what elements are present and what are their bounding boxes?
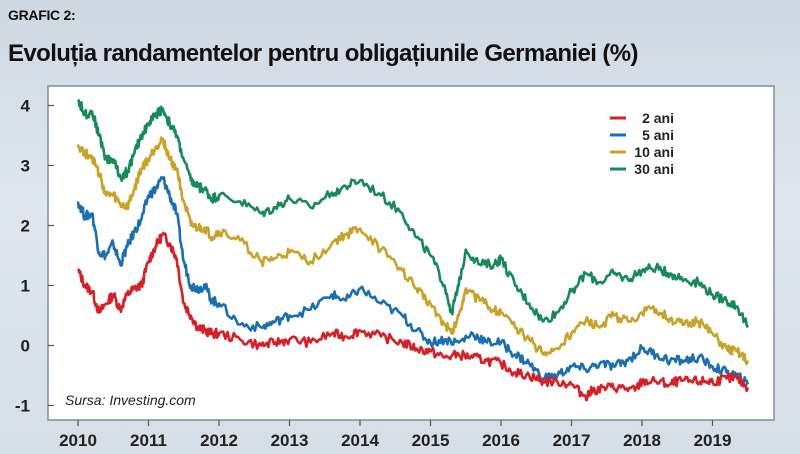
y-tick-label: 3 [21,157,30,176]
series-line-30-ani [76,98,749,329]
x-tick-label: 2019 [694,431,732,450]
legend-label: 30 ani [634,161,674,177]
x-tick-label: 2014 [341,431,379,450]
legend-label: 10 ani [634,144,674,160]
legend-label: 5 ani [642,127,674,143]
y-tick-label: 0 [21,337,30,356]
chart-title: Evoluția randamentelor pentru obligațiun… [8,40,639,67]
legend-label: 2 ani [642,110,674,126]
x-tick-label: 2018 [623,431,661,450]
x-tick-label: 2016 [482,431,520,450]
series-line-2-ani [77,231,750,402]
x-axis: 2010 2011 2012 2013 2014 2015 2016 2017 2018 2019 [59,420,731,450]
x-tick-label: 2015 [412,431,450,450]
x-tick-label: 2012 [200,431,238,450]
y-axis: 4 3 2 1 0 -1 [15,97,54,416]
x-tick-label: 2017 [553,431,591,450]
x-tick-label: 2013 [271,431,309,450]
plot-area [47,85,775,421]
y-tick-label: -1 [15,397,30,416]
chart-label-tag: GRAFIC 2: [8,7,76,23]
y-tick-label: 2 [21,217,30,236]
x-tick-label: 2010 [59,431,97,450]
y-tick-label: 1 [21,277,30,296]
series-line-10-ani [76,136,750,366]
series-line-5-ani [76,176,750,386]
y-tick-label: 4 [21,97,31,116]
source-note: Sursa: Investing.com [65,392,196,408]
x-tick-label: 2011 [130,431,167,450]
series-lines [76,98,750,402]
